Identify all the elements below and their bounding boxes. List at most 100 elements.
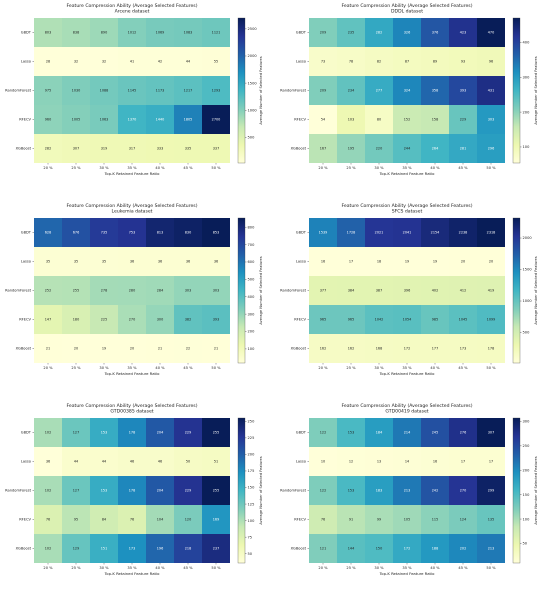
row-tick-label: RandomForest: [280, 489, 306, 493]
cell-label: 333: [157, 147, 163, 151]
cell-label: 124: [460, 518, 466, 522]
heatmap-cell: [62, 305, 90, 334]
heatmap-cell: [365, 447, 393, 476]
heatmap-cell: [309, 105, 337, 134]
heatmap-cell: [421, 134, 449, 163]
cell-label: 19: [433, 260, 437, 264]
heatmap-cell: [309, 134, 337, 163]
heatmap-cell: [309, 534, 337, 563]
heatmap-cell: [62, 18, 90, 47]
column-tick-label: 30 %: [374, 366, 384, 370]
heatmap-cell: [477, 105, 505, 134]
colorbar-tick-label: 200: [248, 330, 256, 334]
column-tick-label: 45 %: [458, 166, 468, 170]
column-tick-label: 50 %: [486, 366, 496, 370]
heatmap-cell: [174, 218, 202, 247]
cell-label: 209: [320, 31, 326, 35]
column-tick-label: 50 %: [211, 366, 221, 370]
colorbar-tick-label: 175: [248, 469, 255, 473]
heatmap-cell: [62, 418, 90, 447]
heatmap-cell: [202, 334, 230, 363]
heatmap-cell: [62, 105, 90, 134]
heatmap-cell: [393, 47, 421, 76]
colorbar-tick-label: 300: [523, 75, 531, 79]
cell-label: 2238: [459, 231, 468, 235]
colorbar-tick-label: 500: [523, 331, 531, 335]
cell-label: 1063: [100, 118, 109, 122]
cell-label: 102: [45, 489, 51, 493]
heatmap-cell: [90, 505, 118, 534]
heatmap-cell: [393, 334, 421, 363]
heatmap-cell: [146, 447, 174, 476]
row-tick-label: XGBoost: [16, 147, 32, 151]
colorbar-label: Average Number of Selected Features: [259, 456, 263, 524]
heatmap-cell: [337, 105, 365, 134]
heatmap-cell: [449, 534, 477, 563]
colorbar-tick-label: 125: [248, 502, 255, 506]
heatmap-cell: [337, 218, 365, 247]
heatmap-cell: [393, 18, 421, 47]
colorbar-tick-label: 75: [248, 535, 253, 539]
cell-label: 122: [320, 431, 326, 435]
heatmap-cell: [365, 76, 393, 105]
cell-label: 1370: [128, 118, 137, 122]
cell-label: 102: [45, 431, 51, 435]
heatmap-cell: [477, 534, 505, 563]
heatmap-cell: [62, 218, 90, 247]
colorbar: [237, 417, 246, 564]
heatmap-cell: [118, 505, 146, 534]
column-tick-label: 25 %: [71, 566, 81, 570]
heatmap-cell: [118, 218, 146, 247]
cell-label: 135: [488, 518, 494, 522]
column-tick-label: 35 %: [402, 566, 412, 570]
row-tick-label: Lasso: [21, 60, 31, 64]
heatmap-cell: [337, 334, 365, 363]
heatmap-cell: [146, 418, 174, 447]
heatmap-cell: [174, 18, 202, 47]
heatmap-cell: [309, 305, 337, 334]
cell-label: 300: [157, 318, 163, 322]
row-tick-label: RFECV: [294, 118, 306, 122]
cell-label: 1539: [319, 231, 328, 235]
heatmap-cell: [90, 276, 118, 305]
chart-title: Feature Compression Ability (Average Sel…: [342, 3, 473, 9]
cell-label: 965: [320, 318, 326, 322]
cell-label: 830: [185, 231, 191, 235]
cell-label: 225: [101, 318, 107, 322]
cell-label: 22: [186, 347, 190, 351]
heatmap-cell: [449, 418, 477, 447]
heatmap-cell: [34, 105, 62, 134]
cell-label: 237: [213, 547, 219, 551]
heatmap-cell: [34, 447, 62, 476]
cell-label: 213: [488, 547, 494, 551]
cell-label: 431: [488, 89, 494, 93]
colorbar-label: Average Number of Selected Features: [259, 256, 263, 324]
cell-label: 853: [213, 231, 219, 235]
heatmap-cell: [393, 534, 421, 563]
cell-label: 753: [129, 231, 135, 235]
heatmap-cell: [421, 105, 449, 134]
heatmap-cell: [90, 247, 118, 276]
heatmap-cell: [146, 476, 174, 505]
cell-label: 104: [157, 518, 163, 522]
cell-label: 173: [460, 347, 466, 351]
heatmap-gtd00419: Feature Compression Ability (Average Sel…: [280, 403, 538, 576]
heatmap-cell: [365, 18, 393, 47]
cell-label: 84: [102, 518, 106, 522]
cell-label: 36: [158, 260, 162, 264]
heatmap-cell: [62, 447, 90, 476]
cell-label: 89: [433, 60, 437, 64]
heatmap-cell: [421, 305, 449, 334]
heatmap-cell: [146, 18, 174, 47]
cell-label: 36: [46, 460, 50, 464]
heatmap-cell: [174, 276, 202, 305]
cell-label: 17: [489, 460, 493, 464]
heatmap-cell: [393, 447, 421, 476]
cell-label: 209: [320, 89, 326, 93]
heatmap-cell: [365, 476, 393, 505]
cell-label: 1042: [375, 318, 384, 322]
heatmap-cell: [421, 447, 449, 476]
heatmap-cell: [337, 534, 365, 563]
cell-label: 127: [73, 489, 79, 493]
heatmap-cell: [62, 334, 90, 363]
